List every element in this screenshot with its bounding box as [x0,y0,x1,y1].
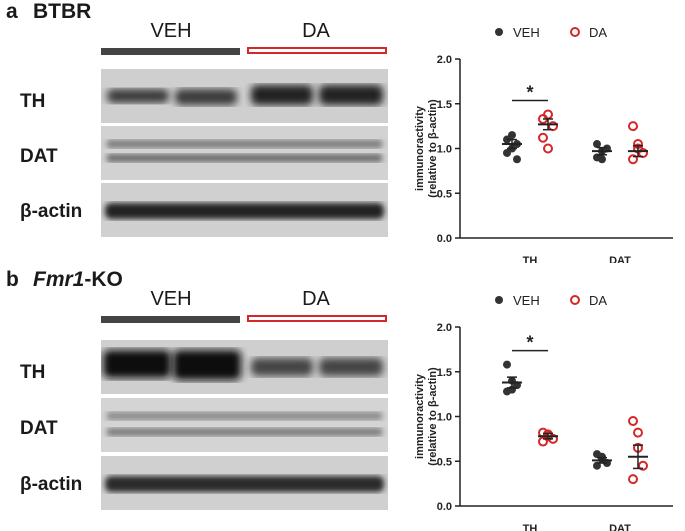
y-axis-label-line: immunoractivity [414,105,426,191]
data-point [543,143,553,154]
y-axis-label: immunoractivity(relative to β-actin) [414,99,439,198]
y-tick-label: 0.5 [437,188,452,200]
legend-label: DA [589,25,607,40]
data-point [628,415,638,426]
legend-label: VEH [513,25,540,40]
y-axis-label-line: (relative to β-actin) [427,367,439,466]
blot-label-th: TH [20,91,46,112]
legend-marker [570,27,580,37]
panel-a: a BTBR VEH DA TH DAT β-actin 0.0 0.5 1.0 1.… [0,0,685,263]
significance-star: * [526,82,533,102]
blot-th [101,340,388,394]
group-label-da: DA [302,20,330,42]
data-point [638,460,648,471]
veh-group-bar [101,316,240,323]
y-axis-label: immunoractivity(relative to β-actin) [414,367,439,466]
blot-th [101,69,388,123]
data-point [503,360,511,369]
data-point [628,154,638,165]
data-point [538,132,548,143]
panel-letter: b [6,268,19,291]
x-tick-label: DAT [609,255,631,263]
data-point [538,436,548,447]
data-point [598,452,606,461]
legend-marker [495,28,503,36]
blot-dat [101,126,388,180]
x-tick-label: DAT [609,523,631,531]
y-tick-label: 1.5 [437,367,452,379]
blot-dat [101,398,388,452]
da-group-bar [247,315,387,322]
blot-beta-actin [101,183,388,237]
data-point [593,140,601,149]
data-point [633,427,643,438]
group-label-da: DA [302,288,330,310]
x-tick-label: TH [523,255,538,263]
blot-label-dat: DAT [20,418,58,439]
y-tick-label: 2.0 [437,54,452,66]
blot-label-beta-actin: β-actin [20,201,83,222]
data-point [628,474,638,485]
y-tick-label: 1.5 [437,99,452,111]
group-label-veh: VEH [150,288,192,310]
group-label-veh: VEH [150,20,192,42]
y-tick-label: 0.5 [437,456,452,468]
y-tick-label: 0.0 [437,501,452,513]
data-point [513,155,521,164]
legend-label: VEH [513,293,540,308]
blot-label-beta-actin: β-actin [20,474,83,495]
legend-label: DA [589,293,607,308]
y-tick-label: 1.0 [437,412,452,424]
y-axis-label-line: immunoractivity [414,373,426,459]
y-tick-label: 0.0 [437,233,452,245]
panel-title: Fmr1-KO [33,268,123,291]
data-point [598,155,606,164]
blot-beta-actin [101,456,388,510]
veh-group-bar [101,48,240,55]
y-tick-label: 2.0 [437,322,452,334]
data-point [508,131,516,140]
y-axis-label-line: (relative to β-actin) [427,99,439,198]
data-point [548,121,558,132]
panel-letter: a [6,0,18,23]
da-group-bar [247,47,387,54]
x-tick-label: TH [523,523,538,531]
significance-star: * [526,333,533,353]
blot-label-th: TH [20,362,46,383]
data-point [628,121,638,132]
y-tick-label: 1.0 [437,144,452,156]
chart-a: 0.0 0.5 1.0 1.5 2.0 immunoractivity(relative … [414,25,673,263]
chart-b: 0.0 0.5 1.0 1.5 2.0 immunoractivity(relative … [414,293,673,531]
panel-b: b Fmr1-KO VEH DA TH DAT β-actin 0.0 0.5 1.… [0,268,685,531]
panel-title: BTBR [33,0,92,23]
legend-marker [570,295,580,305]
blot-label-dat: DAT [20,146,58,167]
legend-marker [495,296,503,304]
